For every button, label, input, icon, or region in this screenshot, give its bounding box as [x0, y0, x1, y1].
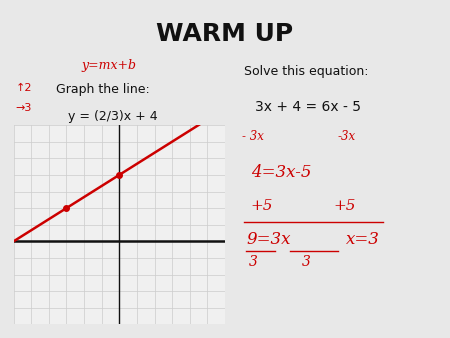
Text: Solve this equation:: Solve this equation:	[244, 66, 369, 78]
Text: y = (2/3)x + 4: y = (2/3)x + 4	[68, 110, 158, 123]
Text: WARM UP: WARM UP	[157, 22, 293, 46]
Text: Graph the line:: Graph the line:	[56, 83, 149, 96]
Text: -3x: -3x	[338, 129, 356, 143]
Text: +5: +5	[251, 199, 273, 213]
Text: +5: +5	[333, 199, 356, 213]
Text: ↑2: ↑2	[16, 83, 32, 93]
Text: →3: →3	[16, 103, 32, 114]
Text: 3: 3	[248, 255, 257, 269]
Text: x=3: x=3	[346, 231, 380, 248]
Text: 3: 3	[302, 255, 311, 269]
Text: y=mx+b: y=mx+b	[81, 59, 136, 72]
Text: 4=3x-5: 4=3x-5	[251, 164, 311, 181]
Text: - 3x: - 3x	[242, 129, 264, 143]
Text: 3x + 4 = 6x - 5: 3x + 4 = 6x - 5	[255, 100, 361, 114]
Text: 9=3x: 9=3x	[247, 231, 291, 248]
